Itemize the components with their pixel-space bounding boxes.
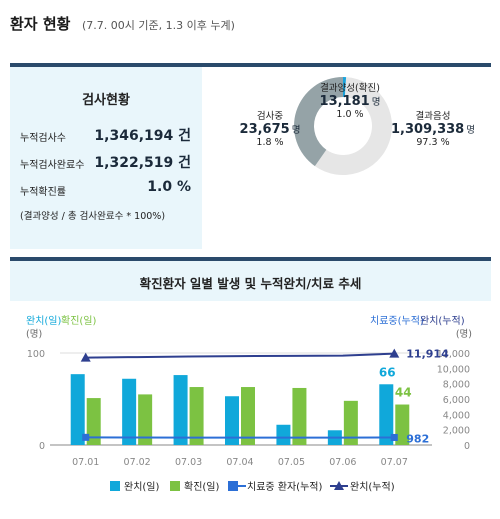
x-tick-label: 07.01 [72, 457, 99, 468]
bar-recovered-daily [276, 425, 290, 445]
x-tick-label: 07.04 [226, 457, 253, 468]
bar-recovered-daily [174, 375, 188, 445]
legend-label: 치료중 환자(누적) [247, 481, 322, 493]
x-tick-label: 07.02 [124, 457, 151, 468]
right-tick-label: 0 [464, 441, 470, 452]
x-tick-label: 07.06 [329, 457, 356, 468]
legend-label: 완치(일) [124, 481, 160, 493]
x-tick-label: 07.03 [175, 457, 202, 468]
legend-recovered-cumulative: 완치(누적) [330, 481, 395, 493]
data-label-recovered-daily: 66 [379, 365, 396, 379]
x-tick-label: 07.07 [381, 457, 408, 468]
bar-confirmed-daily [292, 388, 306, 445]
bar-confirmed-daily [190, 387, 204, 445]
right-tick-label: 6,000 [443, 395, 470, 406]
left-axis-title-part1: 완치(일) [26, 315, 62, 327]
data-label-in-treatment: 982 [406, 432, 429, 445]
bar-confirmed-daily [241, 387, 255, 445]
legend-swatch [110, 481, 120, 491]
right-axis-title-part2: 완치(누적) [420, 315, 465, 327]
left-axis-unit: (명) [26, 329, 42, 340]
marker-square [391, 434, 398, 441]
marker-square [82, 434, 89, 441]
right-axis-unit: (명) [456, 329, 472, 340]
legend-recovered-daily: 완치(일) [110, 481, 160, 493]
line-recovered-cumulative [86, 354, 395, 358]
right-tick-label: 4,000 [443, 410, 470, 421]
legend-label: 완치(누적) [350, 481, 395, 493]
data-label-recovered-cumulative: 11,914 [406, 348, 449, 361]
left-axis-title-part2: 확진(일) [61, 315, 97, 327]
legend-in-treatment: 치료중 환자(누적) [228, 481, 322, 493]
left-tick-label: 0 [39, 441, 45, 452]
x-tick-label: 07.05 [278, 457, 305, 468]
left-tick-label: 100 [27, 349, 45, 360]
right-tick-label: 2,000 [443, 426, 470, 437]
data-label-confirmed-daily: 44 [395, 386, 412, 400]
legend-label: 확진(일) [184, 481, 220, 493]
legend-confirmed-daily: 확진(일) [170, 481, 220, 493]
right-axis-title-part1: 치료중(누적) [370, 315, 424, 327]
legend-swatch [170, 481, 180, 491]
legend-swatch [228, 481, 238, 491]
bar-recovered-daily [122, 379, 136, 445]
right-tick-label: 10,000 [437, 364, 470, 375]
right-tick-label: 8,000 [443, 380, 470, 391]
